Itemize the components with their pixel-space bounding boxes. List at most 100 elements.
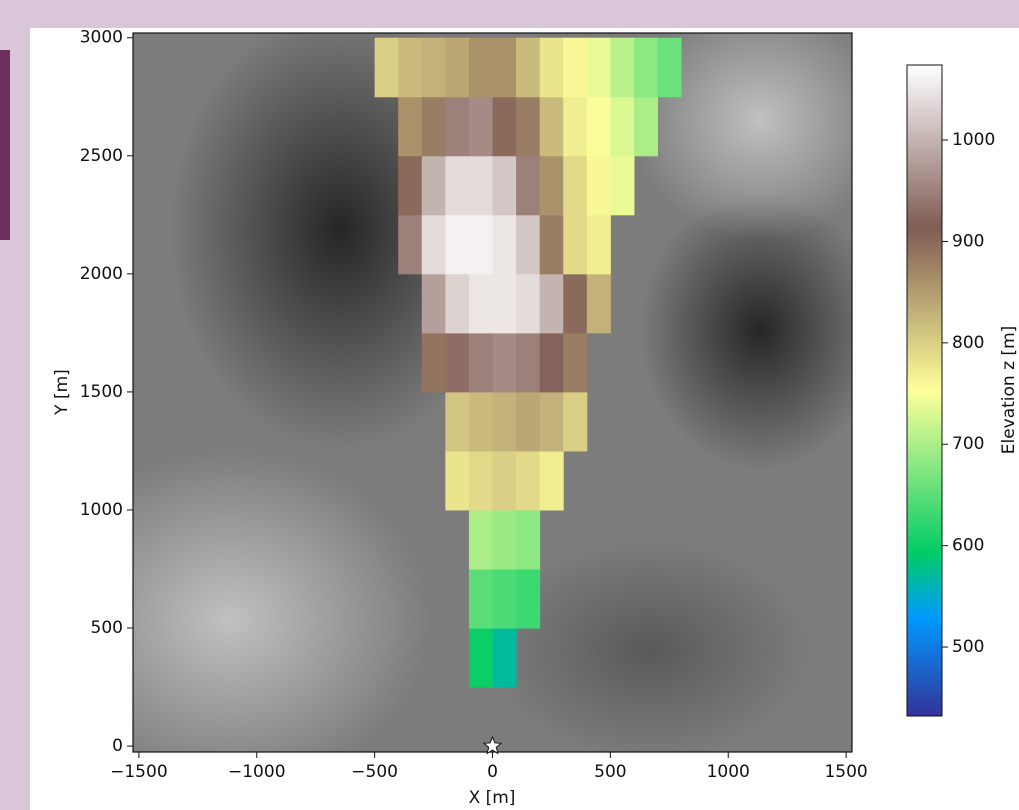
heatmap-cell bbox=[398, 96, 423, 157]
heatmap-cell bbox=[563, 332, 588, 393]
heatmap-cell bbox=[516, 155, 541, 216]
heatmap-cell bbox=[468, 155, 493, 216]
heatmap-cell bbox=[445, 37, 470, 98]
heatmap-cell bbox=[516, 450, 541, 511]
x-tick-label: −1000 bbox=[228, 762, 286, 782]
heatmap-cell bbox=[421, 96, 446, 157]
heatmap-cell bbox=[657, 37, 682, 98]
heatmap-cell bbox=[398, 37, 423, 98]
heatmap-cell bbox=[516, 214, 541, 275]
heatmap-cell bbox=[398, 214, 423, 275]
heatmap-cell bbox=[468, 332, 493, 393]
heatmap-cell bbox=[398, 155, 423, 216]
heatmap-cell bbox=[563, 96, 588, 157]
heatmap-cell bbox=[421, 155, 446, 216]
heatmap-cell bbox=[610, 37, 635, 98]
heatmap-cell bbox=[516, 37, 541, 98]
heatmap-cell bbox=[539, 37, 564, 98]
heatmap-cell bbox=[633, 37, 659, 98]
heatmap bbox=[374, 37, 682, 688]
y-tick-label: 2000 bbox=[80, 264, 123, 284]
heatmap-cell bbox=[563, 273, 588, 334]
heatmap-cell bbox=[492, 509, 517, 570]
heatmap-cell bbox=[468, 96, 493, 157]
heatmap-cell bbox=[468, 509, 493, 570]
heatmap-cell bbox=[445, 96, 470, 157]
heatmap-cell bbox=[492, 332, 517, 393]
heatmap-cell bbox=[445, 273, 470, 334]
x-tick-label: 500 bbox=[594, 762, 626, 782]
colorbar-tick-label: 600 bbox=[952, 536, 984, 556]
x-tick-label: −500 bbox=[351, 762, 398, 782]
heatmap-cell bbox=[539, 450, 564, 511]
colorbar-label: Elevation z [m] bbox=[999, 326, 1019, 455]
heatmap-cell bbox=[633, 96, 659, 157]
marker-star bbox=[482, 735, 503, 755]
heatmap-cell bbox=[492, 273, 517, 334]
heatmap-cell bbox=[539, 214, 564, 275]
heatmap-cell bbox=[468, 450, 493, 511]
y-tick-label: 3000 bbox=[80, 28, 123, 48]
heatmap-cell bbox=[445, 214, 470, 275]
heatmap-cell bbox=[586, 37, 611, 98]
colorbar-tick-label: 800 bbox=[952, 333, 984, 353]
y-tick-label: 2500 bbox=[80, 146, 123, 166]
heatmap-cell bbox=[492, 628, 517, 688]
y-tick-label: 1500 bbox=[80, 382, 123, 402]
heatmap-cell bbox=[539, 391, 564, 452]
heatmap-cell bbox=[586, 96, 611, 157]
heatmap-cell bbox=[492, 214, 517, 275]
heatmap-cell bbox=[492, 450, 517, 511]
heatmap-cell bbox=[563, 155, 588, 216]
heatmap-cell bbox=[492, 37, 517, 98]
colorbar-tick-label: 700 bbox=[952, 434, 984, 454]
heatmap-cell bbox=[445, 155, 470, 216]
heatmap-cell bbox=[445, 450, 470, 511]
heatmap-cell bbox=[421, 214, 446, 275]
heatmap-cell bbox=[539, 96, 564, 157]
heatmap-cell bbox=[516, 273, 541, 334]
heatmap-cell bbox=[492, 391, 517, 452]
heatmap-cell bbox=[539, 155, 564, 216]
heatmap-cell bbox=[539, 273, 564, 334]
heatmap-cell bbox=[516, 96, 541, 157]
y-tick-label: 0 bbox=[112, 736, 123, 756]
heatmap-cell bbox=[421, 37, 446, 98]
heatmap-cell bbox=[374, 37, 399, 98]
heatmap-cell bbox=[563, 391, 588, 452]
x-tick-label: 1000 bbox=[707, 762, 750, 782]
heatmap-cell bbox=[468, 391, 493, 452]
heatmap-cell bbox=[468, 37, 493, 98]
heatmap-cell bbox=[586, 214, 611, 275]
colorbar bbox=[907, 65, 942, 716]
heatmap-cell bbox=[492, 569, 517, 629]
heatmap-cell bbox=[586, 155, 611, 216]
heatmap-cell bbox=[492, 155, 517, 216]
y-tick-label: 500 bbox=[91, 618, 123, 638]
heatmap-cell bbox=[468, 628, 493, 688]
heatmap-cell bbox=[445, 391, 470, 452]
colorbar-tick-label: 500 bbox=[952, 637, 984, 657]
heatmap-cell bbox=[468, 214, 493, 275]
heatmap-cell bbox=[516, 569, 541, 629]
x-axis-label: X [m] bbox=[469, 788, 516, 808]
x-tick-label: −1500 bbox=[110, 762, 168, 782]
heatmap-cell bbox=[539, 332, 564, 393]
x-tick-label: 0 bbox=[487, 762, 498, 782]
heatmap-cell bbox=[516, 509, 541, 570]
heatmap-cell bbox=[563, 37, 588, 98]
heatmap-cell bbox=[563, 214, 588, 275]
side-strip bbox=[0, 50, 10, 240]
heatmap-cell bbox=[421, 273, 446, 334]
heatmap-cell bbox=[516, 391, 541, 452]
colorbar-tick-label: 900 bbox=[952, 231, 984, 251]
colorbar-tick-label: 1000 bbox=[952, 130, 995, 150]
heatmap-cell bbox=[586, 273, 611, 334]
colorbar-frame bbox=[906, 64, 943, 717]
y-tick-label: 1000 bbox=[80, 500, 123, 520]
heatmap-cell bbox=[610, 96, 635, 157]
heatmap-cell bbox=[421, 332, 446, 393]
heatmap-cell bbox=[516, 332, 541, 393]
